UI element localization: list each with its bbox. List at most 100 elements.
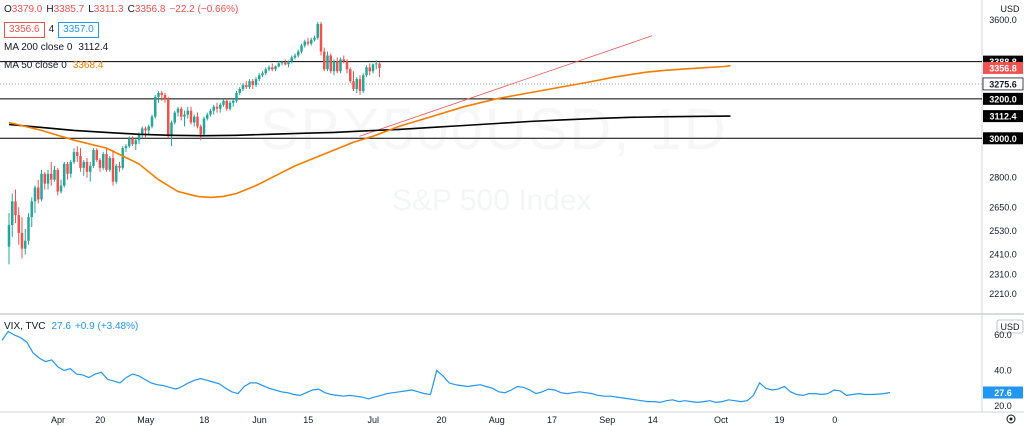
candle-body <box>375 63 378 65</box>
candle-body <box>59 185 63 192</box>
candle-body <box>219 104 222 109</box>
candle-body <box>326 55 329 70</box>
candle-body <box>378 63 381 68</box>
price-tag: 3356.8 <box>983 61 1023 74</box>
price-tick-label: 3600.0 <box>989 15 1017 25</box>
candle-body <box>144 128 147 131</box>
time-tick-label: May <box>137 415 155 425</box>
candle-body <box>336 61 339 72</box>
candle-body <box>173 112 176 123</box>
close-value: 3356.8 <box>134 4 166 15</box>
candle-body <box>24 240 27 249</box>
candle-body <box>332 61 336 72</box>
ma200-value: 3112.4 <box>78 42 109 53</box>
candle-body <box>92 150 95 166</box>
low-label: L <box>88 4 94 15</box>
price-tag-label: 3112.4 <box>989 112 1016 122</box>
price-tick-label: 2530.0 <box>989 226 1017 236</box>
ma200-legend[interactable]: MA 200 close 0 3112.4 <box>4 41 108 55</box>
high-value: 3385.7 <box>53 4 85 15</box>
time-tick-label: Jun <box>252 415 267 425</box>
bid-button[interactable]: 3356.6 <box>4 22 45 38</box>
candle-body <box>63 163 66 186</box>
candle-body <box>157 92 160 97</box>
currency-label: USD <box>1000 4 1020 14</box>
candle-body <box>79 156 82 168</box>
time-tick-label: Oct <box>714 415 729 425</box>
candle-body <box>267 67 271 70</box>
candle-body <box>352 81 355 89</box>
ma200-line[interactable] <box>8 115 731 137</box>
candle-body <box>186 110 189 115</box>
candle-body <box>199 126 202 135</box>
candle-body <box>365 67 368 76</box>
vix-currency-box[interactable] <box>996 319 1024 334</box>
candle-body <box>115 165 118 182</box>
vix-currency-label: USD <box>1000 322 1020 332</box>
candle-body <box>345 61 349 70</box>
price-tag-label: 3275.6 <box>989 79 1017 89</box>
candle-body <box>271 67 274 70</box>
trendline[interactable] <box>359 35 653 137</box>
candle-body <box>189 110 193 123</box>
candle-body <box>76 152 79 157</box>
candle-body <box>202 118 206 135</box>
change-value: −22.2 (−0.66%) <box>169 4 239 15</box>
settings-gear-icon[interactable] <box>1006 414 1016 424</box>
candle-body <box>287 61 290 65</box>
candle-body <box>137 134 141 141</box>
candle-body <box>108 157 111 170</box>
candle-body <box>128 138 131 147</box>
candle-body <box>225 100 228 109</box>
candle-body <box>37 187 40 200</box>
vix-tick-label: 40.0 <box>994 366 1012 376</box>
ma50-line[interactable] <box>8 64 731 199</box>
candle-body <box>124 146 128 149</box>
price-tag: 3112.4 <box>983 110 1023 123</box>
spread-value: 4 <box>48 24 55 35</box>
candle-body <box>147 126 150 131</box>
candle-body <box>316 23 319 38</box>
watermark-name: S&P 500 Index <box>392 184 592 217</box>
price-tag: 3000.0 <box>983 132 1023 145</box>
candle-body <box>160 92 163 95</box>
time-tick-label: 17 <box>547 415 557 425</box>
price-tag-label: 3200.0 <box>989 94 1017 104</box>
candle-body <box>339 59 342 72</box>
time-tick-label: Apr <box>51 415 65 425</box>
bid-ask-legend: 3356.6 4 3357.0 <box>4 22 103 38</box>
candle-body <box>362 75 365 91</box>
candle-body <box>176 108 180 113</box>
ask-button[interactable]: 3357.0 <box>58 22 99 38</box>
candle-body <box>300 45 303 52</box>
candle-body <box>20 232 24 249</box>
candle-body <box>329 55 332 72</box>
candle-body <box>170 122 173 137</box>
candle-body <box>43 173 46 184</box>
time-tick-label: 18 <box>199 415 209 425</box>
candle-body <box>95 150 98 160</box>
price-tag: 3275.6 <box>982 77 1024 91</box>
candle-body <box>371 64 375 72</box>
vix-line[interactable] <box>1 330 891 404</box>
candle-body <box>150 116 154 127</box>
candle-body <box>238 88 241 93</box>
candle-body <box>232 100 235 103</box>
ma50-legend[interactable]: MA 50 close 0 3368.4 <box>4 59 103 73</box>
price-tick-label: 2210.0 <box>989 289 1017 299</box>
candle-body <box>264 69 267 74</box>
vix-label: VIX, TVC <box>4 321 46 332</box>
candle-body <box>248 81 251 88</box>
time-tick-label: 20 <box>436 415 446 425</box>
price-tag-box <box>983 110 1023 123</box>
price-tick-label: 2650.0 <box>989 202 1017 212</box>
candle-body <box>154 96 157 117</box>
candle-body <box>261 73 264 76</box>
time-tick-label: 15 <box>303 415 313 425</box>
vix-legend[interactable]: VIX, TVC 27.6 +0.9 (+3.48%) <box>4 320 138 334</box>
time-tick-label: 20 <box>95 415 105 425</box>
candle-body <box>72 152 76 162</box>
candle-body <box>66 163 69 174</box>
candle-body <box>14 201 17 216</box>
